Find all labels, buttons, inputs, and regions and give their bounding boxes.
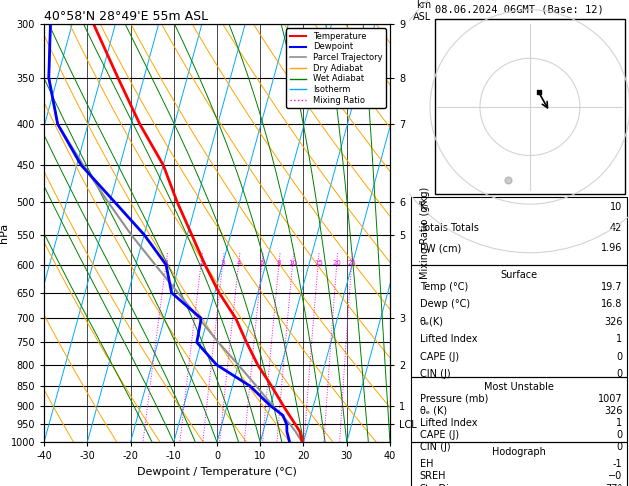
Text: CAPE (J): CAPE (J) [420,430,459,440]
Text: Lifted Index: Lifted Index [420,418,477,428]
Text: Temp (°C): Temp (°C) [420,282,468,292]
Text: Hodograph: Hodograph [492,447,546,457]
Text: 4: 4 [237,260,241,266]
Text: 6: 6 [260,260,264,266]
Text: 326: 326 [604,406,623,416]
Text: θₑ (K): θₑ (K) [420,406,447,416]
Text: EH: EH [420,459,433,469]
Text: 20: 20 [333,260,342,266]
Text: Dewp (°C): Dewp (°C) [420,299,470,310]
Text: km
ASL: km ASL [413,0,431,21]
Text: Pressure (mb): Pressure (mb) [420,394,488,404]
Text: CIN (J): CIN (J) [420,369,450,380]
Y-axis label: Mixing Ratio (g/kg): Mixing Ratio (g/kg) [420,187,430,279]
Bar [411,197,626,265]
Text: 15: 15 [314,260,323,266]
Text: 19.7: 19.7 [601,282,623,292]
Text: 2: 2 [199,260,203,266]
Text: 326: 326 [604,317,623,327]
Text: Lifted Index: Lifted Index [420,334,477,345]
Text: Surface: Surface [500,270,538,280]
Text: 1.96: 1.96 [601,243,623,254]
Text: 0: 0 [616,369,623,380]
X-axis label: Dewpoint / Temperature (°C): Dewpoint / Temperature (°C) [137,467,297,477]
Text: 10: 10 [288,260,298,266]
Text: CAPE (J): CAPE (J) [420,352,459,362]
Text: SREH: SREH [420,471,447,482]
Bar [411,377,626,442]
Text: 1007: 1007 [598,394,623,404]
Text: kt: kt [442,24,452,35]
Text: 1: 1 [164,260,169,266]
Text: θₑ(K): θₑ(K) [420,317,444,327]
Text: 10: 10 [610,202,623,212]
Y-axis label: hPa: hPa [0,223,9,243]
Text: 0: 0 [616,442,623,452]
Bar [411,442,626,486]
Text: Totals Totals: Totals Totals [420,223,479,233]
Bar [435,19,625,194]
Text: 1: 1 [616,334,623,345]
Text: CIN (J): CIN (J) [420,442,450,452]
Text: 3: 3 [221,260,225,266]
Text: 25: 25 [347,260,356,266]
Text: -1: -1 [613,459,623,469]
Text: 8: 8 [277,260,281,266]
Text: 0: 0 [616,352,623,362]
Text: K: K [420,202,426,212]
Text: 16.8: 16.8 [601,299,623,310]
Text: 40°58'N 28°49'E 55m ASL: 40°58'N 28°49'E 55m ASL [44,10,208,23]
Text: 42: 42 [610,223,623,233]
Text: PW (cm): PW (cm) [420,243,461,254]
Text: −0: −0 [608,471,623,482]
Text: 08.06.2024 06GMT (Base: 12): 08.06.2024 06GMT (Base: 12) [435,5,603,15]
Text: 77°: 77° [605,484,623,486]
Text: 0: 0 [616,430,623,440]
Text: 1: 1 [616,418,623,428]
Text: Most Unstable: Most Unstable [484,382,554,392]
Bar [411,265,626,377]
Legend: Temperature, Dewpoint, Parcel Trajectory, Dry Adiabat, Wet Adiabat, Isotherm, Mi: Temperature, Dewpoint, Parcel Trajectory… [286,29,386,108]
Text: StmDir: StmDir [420,484,454,486]
